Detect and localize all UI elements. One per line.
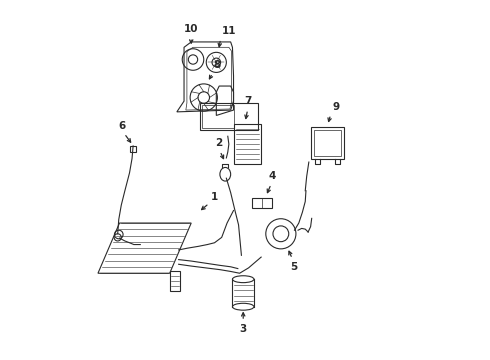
Text: 11: 11 <box>222 26 237 36</box>
Bar <box>202 105 234 128</box>
Bar <box>130 145 136 152</box>
Text: 5: 5 <box>290 262 297 272</box>
Bar <box>252 198 272 208</box>
Text: 6: 6 <box>119 121 126 131</box>
Text: 7: 7 <box>245 96 252 107</box>
Text: 8: 8 <box>214 60 221 70</box>
Text: 4: 4 <box>269 171 276 181</box>
Text: 10: 10 <box>184 24 198 35</box>
Bar <box>314 130 341 156</box>
Bar <box>170 271 180 291</box>
Text: 9: 9 <box>332 102 339 112</box>
Bar <box>311 127 343 159</box>
Bar <box>200 103 258 130</box>
Bar <box>234 125 261 164</box>
Text: 1: 1 <box>211 192 218 202</box>
Text: 2: 2 <box>215 139 222 148</box>
Text: 3: 3 <box>240 324 247 334</box>
